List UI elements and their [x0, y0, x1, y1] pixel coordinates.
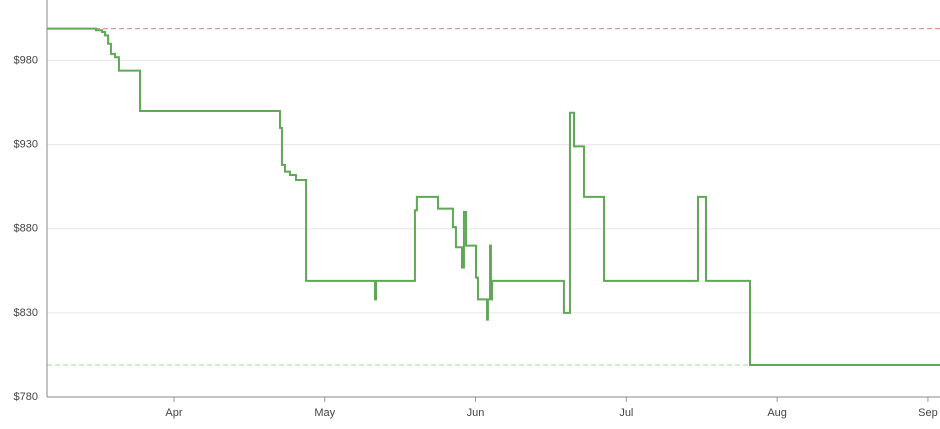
y-tick-label: $830	[14, 307, 38, 319]
y-tick-label: $880	[14, 223, 38, 235]
y-tick-label: $980	[14, 54, 38, 66]
x-tick-label: May	[314, 407, 335, 419]
x-tick-label: Aug	[767, 407, 787, 419]
x-tick-label: Sep	[918, 407, 938, 419]
x-tick-label: Apr	[165, 407, 182, 419]
x-tick-label: Jun	[467, 407, 485, 419]
y-tick-label: $930	[14, 139, 38, 151]
price-line	[47, 27, 940, 367]
x-tick-label: Jul	[619, 407, 633, 419]
y-tick-label: $780	[14, 391, 38, 403]
